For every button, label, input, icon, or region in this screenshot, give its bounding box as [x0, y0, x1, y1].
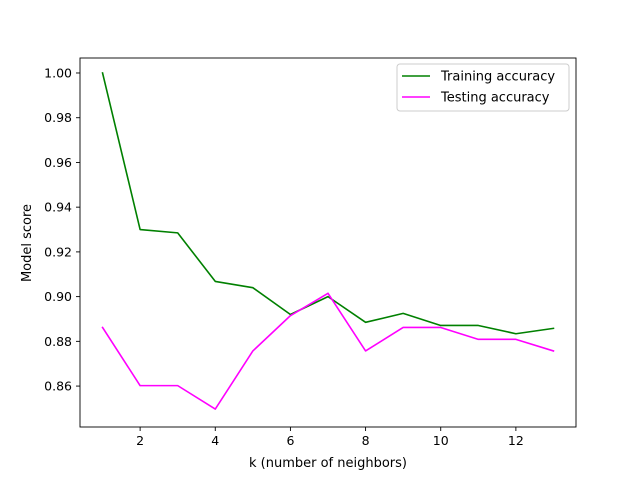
x-axis-label: k (number of neighbors) — [249, 456, 407, 471]
legend-label: Training accuracy — [440, 70, 555, 85]
y-axis-label: Model score — [20, 204, 35, 282]
x-tick-label: 4 — [211, 433, 219, 448]
y-tick-label: 0.96 — [44, 155, 72, 170]
y-tick-label: 0.92 — [44, 244, 72, 259]
x-tick-label: 6 — [286, 433, 294, 448]
plot-frame — [79, 57, 577, 428]
y-tick-label: 0.88 — [44, 334, 72, 349]
x-tick-label: 8 — [362, 433, 370, 448]
legend-box — [396, 63, 570, 112]
series-line-testing-accuracy — [101, 292, 555, 410]
legend-label: Testing accuracy — [440, 91, 550, 106]
y-tick-label: 0.98 — [44, 110, 72, 125]
y-tick-label: 0.94 — [44, 200, 72, 215]
x-tick-label: 2 — [136, 433, 144, 448]
series-line-training-accuracy — [101, 72, 555, 335]
y-tick-label: 1.00 — [44, 65, 72, 80]
y-tick-label: 0.90 — [44, 289, 72, 304]
legend: Training accuracy Testing accuracy — [396, 63, 570, 112]
x-tick-label: 10 — [433, 433, 449, 448]
y-tick-label: 0.86 — [44, 379, 72, 394]
x-tick-label: 12 — [508, 433, 524, 448]
